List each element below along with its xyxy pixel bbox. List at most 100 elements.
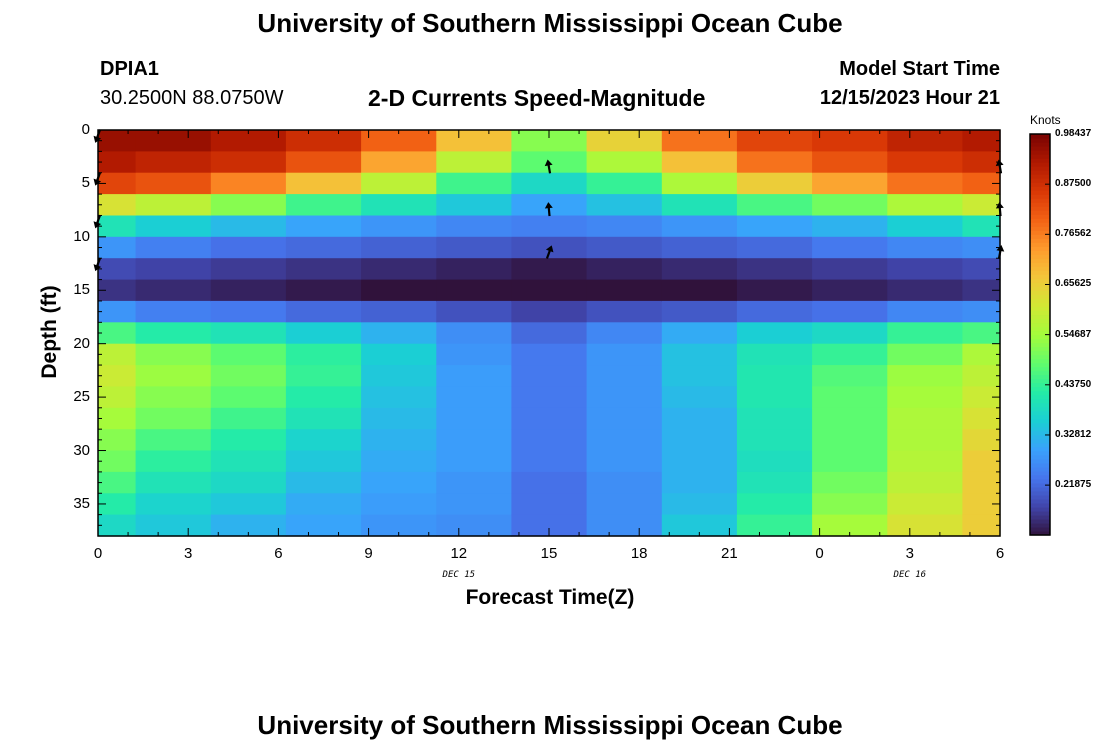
heatmap-cell <box>285 300 362 323</box>
colorbar-segment <box>1030 214 1050 219</box>
heatmap-cell <box>98 258 137 281</box>
heatmap-cell <box>135 493 212 516</box>
heatmap-cell <box>98 493 137 516</box>
heatmap-cell <box>812 365 888 388</box>
heatmap-cell <box>586 493 663 516</box>
heatmap-cell <box>661 386 738 409</box>
heatmap-cell <box>887 258 964 281</box>
colorbar-segment <box>1030 294 1050 300</box>
colorbar-segment <box>1030 302 1050 308</box>
colorbar-tick-label: 0.76562 <box>1055 228 1092 240</box>
station-coordinates: 30.2500N 88.0750W <box>100 87 284 109</box>
heatmap-cell <box>210 215 287 238</box>
colorbar-segment <box>1030 298 1050 304</box>
heatmap-cell <box>98 151 137 174</box>
heatmap-cell <box>98 236 137 259</box>
heatmap-cell <box>98 450 137 473</box>
heatmap-cell <box>210 407 287 430</box>
heatmap-cell <box>812 258 888 281</box>
heatmap-cell <box>661 429 738 452</box>
heatmap-cell <box>210 343 287 366</box>
colorbar-segment <box>1030 478 1050 484</box>
heatmap-cell <box>736 322 813 345</box>
heatmap-cell <box>436 493 513 516</box>
heatmap-cell <box>586 300 663 323</box>
heatmap-cell <box>962 322 1001 345</box>
heatmap-cell <box>511 322 588 345</box>
colorbar-segment <box>1030 486 1050 492</box>
heatmap-cell <box>736 300 813 323</box>
heatmap-cell <box>736 514 813 537</box>
colorbar-segment <box>1030 154 1050 159</box>
colorbar-segment <box>1030 306 1050 312</box>
heatmap-cell <box>812 493 888 516</box>
colorbar-segment <box>1030 422 1050 428</box>
colorbar-segment <box>1030 162 1050 167</box>
heatmap-cell <box>135 215 212 238</box>
colorbar-tick-label: 0.65625 <box>1055 278 1092 290</box>
heatmap-cell <box>812 236 888 259</box>
colorbar-segment <box>1030 202 1050 207</box>
heatmap-cell <box>661 300 738 323</box>
colorbar-tick-label: 0.54687 <box>1055 328 1092 340</box>
heatmap-cell <box>812 151 888 174</box>
heatmap-cell <box>436 407 513 430</box>
heatmap-cell <box>736 151 813 174</box>
heatmap-cell <box>511 471 588 494</box>
heatmap-cell <box>586 172 663 195</box>
heatmap-cell <box>661 258 738 281</box>
heatmap-cell <box>135 386 212 409</box>
x-tick-label: 9 <box>364 545 373 562</box>
x-tick-label: 18 <box>630 545 648 562</box>
heatmap-cell <box>812 130 888 152</box>
heatmap-cell <box>285 471 362 494</box>
colorbar-segment <box>1030 350 1050 356</box>
colorbar-segment <box>1030 522 1050 528</box>
heatmap-cell <box>887 471 964 494</box>
heatmap-cell <box>436 343 513 366</box>
heatmap-cell <box>736 407 813 430</box>
x-tick-label: 3 <box>905 545 914 562</box>
model-start-label: Model Start Time <box>839 58 1000 80</box>
heatmap-cell <box>887 407 964 430</box>
colorbar-segment <box>1030 354 1050 360</box>
colorbar-units: Knots <box>1030 113 1061 127</box>
heatmap-cell <box>361 300 437 323</box>
heatmap-cell <box>135 514 212 537</box>
heatmap-cell <box>210 151 287 174</box>
heatmap-cell <box>812 471 888 494</box>
heatmap-cell <box>586 130 663 152</box>
y-tick-label: 20 <box>73 334 90 352</box>
colorbar-segment <box>1030 426 1050 432</box>
heatmap-cell <box>887 172 964 195</box>
heatmap-cell <box>98 343 137 366</box>
heatmap-cell <box>285 194 362 217</box>
heatmap-cell <box>285 343 362 366</box>
colorbar-segment <box>1030 414 1050 420</box>
colorbar-segment <box>1030 338 1050 344</box>
heatmap-cell <box>436 130 513 152</box>
heatmap-cell <box>586 322 663 345</box>
y-tick-label: 35 <box>73 494 90 512</box>
x-tick-label: 6 <box>274 545 283 562</box>
heatmap-cells <box>98 130 1001 537</box>
heatmap-cell <box>436 279 513 302</box>
colorbar-segment <box>1030 394 1050 400</box>
heatmap-cell <box>511 450 588 473</box>
heatmap-cell <box>210 471 287 494</box>
colorbar-segment <box>1030 238 1050 243</box>
heatmap-cell <box>661 151 738 174</box>
heatmap-cell <box>135 258 212 281</box>
colorbar-segment <box>1030 382 1050 388</box>
heatmap-cell <box>285 514 362 537</box>
heatmap-cell <box>661 130 738 152</box>
colorbar-segment <box>1030 366 1050 372</box>
colorbar-segment <box>1030 438 1050 444</box>
heatmap-cell <box>812 172 888 195</box>
heatmap-cell <box>361 407 437 430</box>
heatmap-cell <box>736 279 813 302</box>
heatmap-cell <box>812 343 888 366</box>
heatmap-cell <box>736 194 813 217</box>
heatmap-cell <box>98 407 137 430</box>
heatmap-cell <box>511 429 588 452</box>
